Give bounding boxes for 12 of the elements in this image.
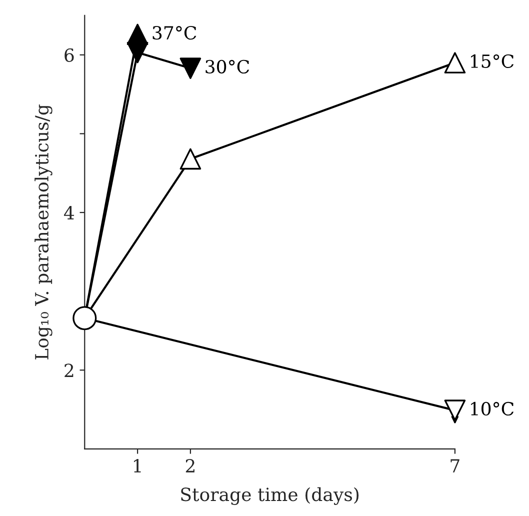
- y-axis-title: Log₁₀ V. parahaemolyticus/g: [34, 104, 52, 360]
- x-tick-label: 1: [134, 458, 141, 472]
- x-tick-label: 7: [450, 459, 460, 472]
- x-tick-label: 2: [186, 458, 194, 472]
- legend-label: 10°C: [471, 402, 514, 416]
- series-label: 37°C: [152, 26, 196, 40]
- y-tick-label: 4: [64, 206, 74, 220]
- series-label: 30°C: [206, 60, 250, 74]
- y-tick-label: 6: [64, 48, 74, 62]
- y-tick-label: 2: [64, 364, 74, 377]
- x-axis-title: Storage time (days): [181, 487, 359, 505]
- series-label: 15°C: [471, 54, 514, 68]
